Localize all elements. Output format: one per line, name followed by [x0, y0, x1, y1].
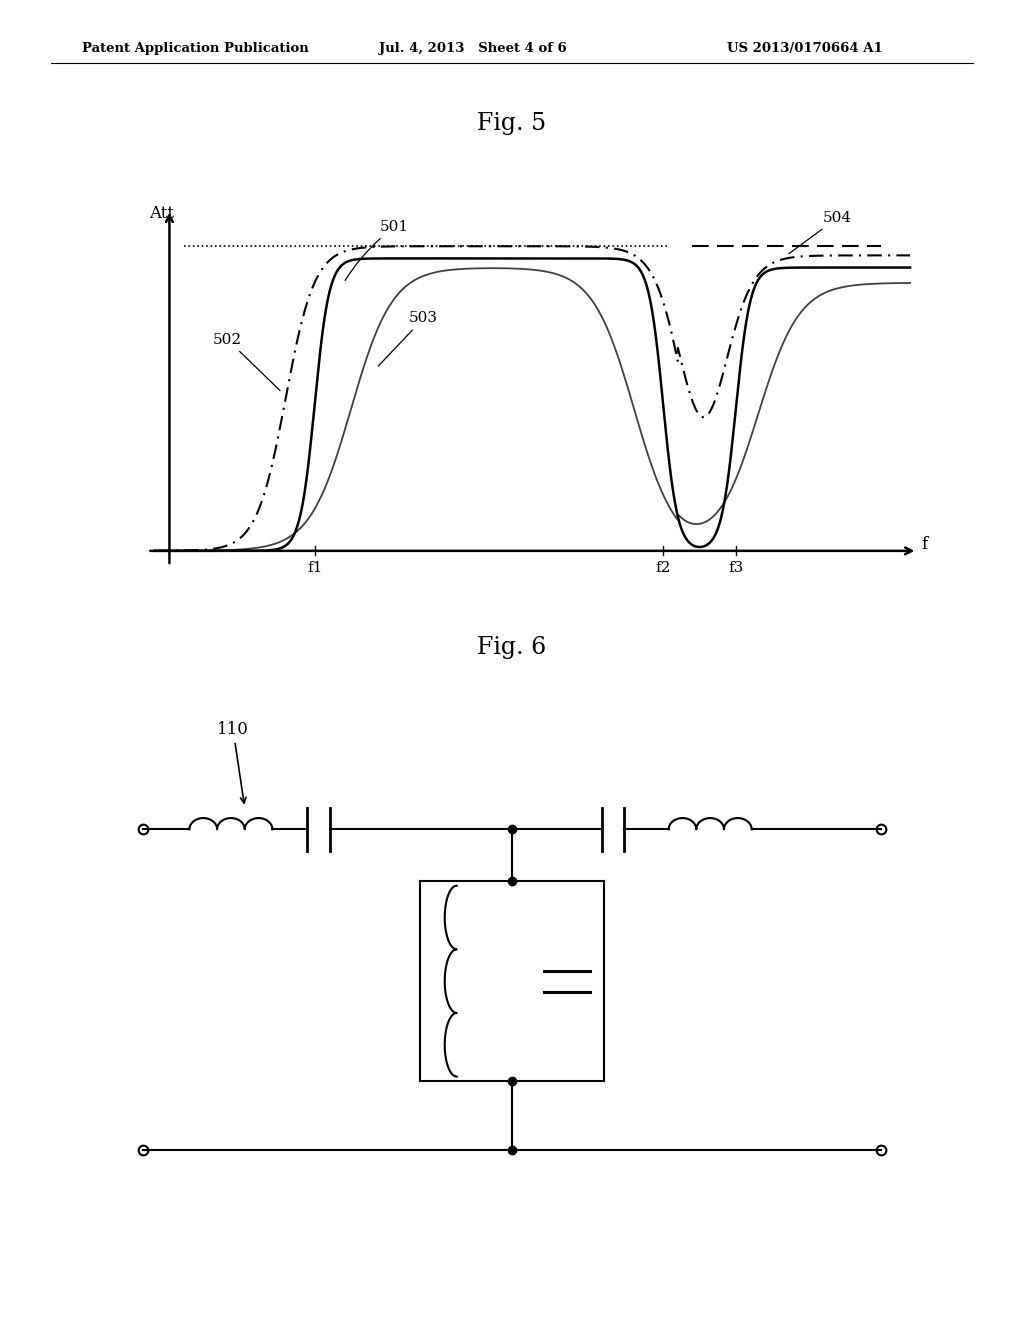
Text: f3: f3	[728, 561, 743, 576]
Text: Fig. 5: Fig. 5	[477, 112, 547, 135]
Text: 110: 110	[217, 721, 249, 803]
Text: 504: 504	[788, 211, 852, 253]
Text: US 2013/0170664 A1: US 2013/0170664 A1	[727, 42, 883, 55]
Text: Fig. 6: Fig. 6	[477, 636, 547, 659]
Text: f1: f1	[307, 561, 323, 576]
Text: 501: 501	[345, 220, 410, 280]
Text: Att: Att	[150, 205, 174, 222]
Text: 503: 503	[378, 312, 438, 366]
Text: Patent Application Publication: Patent Application Publication	[82, 42, 308, 55]
Text: f2: f2	[655, 561, 671, 576]
Text: f: f	[921, 536, 927, 553]
Text: 502: 502	[213, 333, 280, 391]
Text: Jul. 4, 2013   Sheet 4 of 6: Jul. 4, 2013 Sheet 4 of 6	[379, 42, 566, 55]
